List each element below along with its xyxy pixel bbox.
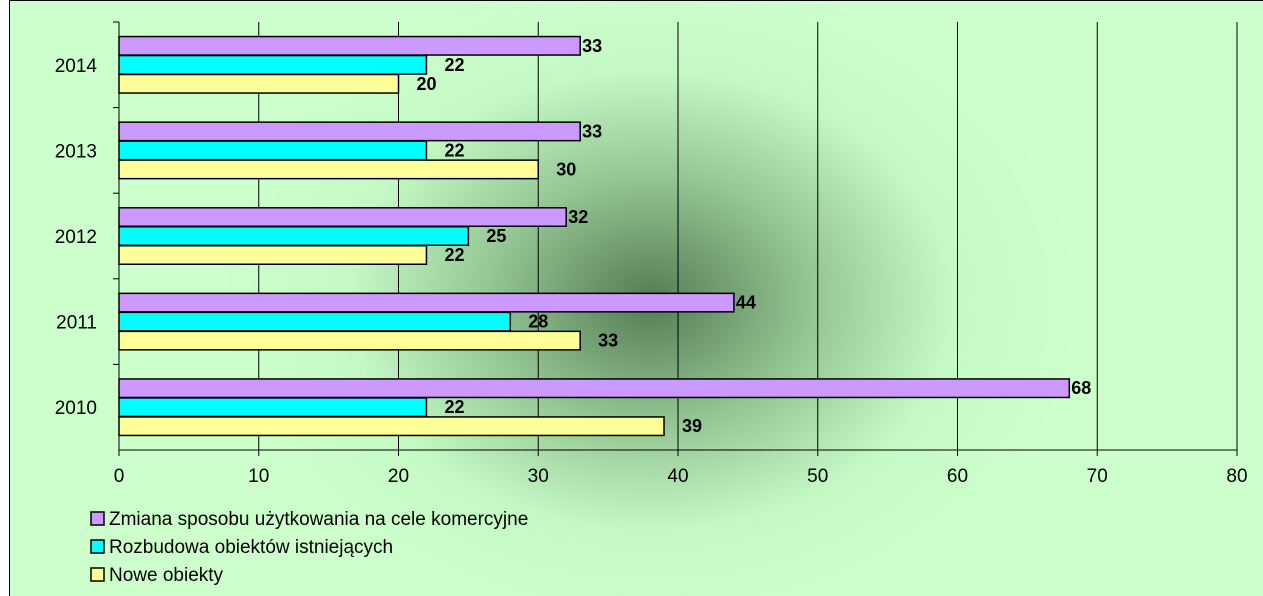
legend-swatch [90, 511, 105, 526]
chart-area: 68 22 39 44 28 33 32 25 22 33 22 30 33 22 20 0 10 20 30 40… [9, 0, 1263, 596]
y-tick-label: 2011 [56, 313, 97, 334]
x-tick-label: 20 [388, 466, 409, 487]
bar [118, 121, 581, 142]
bar [118, 207, 567, 227]
x-tick-label: 30 [528, 466, 549, 487]
data-label: 28 [528, 312, 548, 332]
y-tick-label: 2013 [55, 141, 97, 162]
bars [118, 35, 1071, 437]
data-label: 22 [444, 55, 464, 75]
y-tick-label: 2010 [55, 398, 97, 419]
bar [118, 292, 735, 313]
bar [118, 159, 539, 180]
x-tick-label: 60 [947, 466, 968, 487]
x-tick-label: 70 [1087, 466, 1108, 487]
bar [118, 416, 665, 437]
data-label: 20 [417, 74, 437, 94]
x-tick-label: 0 [114, 466, 125, 487]
data-label: 32 [568, 207, 588, 227]
bar [118, 140, 428, 161]
data-label: 68 [1071, 378, 1091, 398]
bar [118, 226, 470, 246]
data-label: 33 [582, 36, 602, 56]
bar [118, 54, 428, 75]
data-label: 22 [444, 245, 464, 265]
bar [118, 245, 428, 265]
bar [118, 397, 428, 418]
x-tick-label: 80 [1226, 466, 1247, 487]
bar-chart: 68 22 39 44 28 33 32 25 22 33 22 30 33 22 20 0 10 20 30 40… [55, 21, 1248, 586]
data-label: 33 [598, 331, 618, 351]
y-tick-label: 2014 [55, 56, 98, 77]
y-tick-label: 2012 [55, 227, 97, 248]
data-label: 44 [736, 293, 756, 313]
data-label: 33 [582, 121, 602, 141]
axes: 0 10 20 30 40 50 60 70 80 2010 2011 2012 2013 2014 [55, 21, 1248, 487]
x-tick-label: 10 [248, 466, 269, 487]
x-tick-label: 40 [667, 466, 688, 487]
x-tick-label: 50 [807, 466, 828, 487]
data-label: 22 [444, 397, 464, 417]
legend-label: Rozbudowa obiektów istniejących [109, 537, 393, 558]
data-label: 25 [486, 226, 506, 246]
legend-swatch [90, 539, 105, 554]
bar [118, 311, 512, 332]
bar [118, 35, 581, 56]
bar [118, 378, 1071, 399]
data-label: 30 [556, 159, 576, 179]
legend-label: Zmiana sposobu użytkowania na cele komer… [109, 509, 528, 530]
bar [118, 73, 400, 94]
legend: Zmiana sposobu użytkowania na cele komer… [90, 509, 528, 586]
legend-swatch [90, 567, 105, 582]
data-label: 39 [682, 416, 702, 436]
legend-label: Nowe obiekty [109, 565, 224, 586]
data-labels: 68 22 39 44 28 33 32 25 22 33 22 30 33 22 20 [417, 36, 1092, 436]
bar [118, 330, 581, 351]
data-label: 22 [444, 140, 464, 160]
